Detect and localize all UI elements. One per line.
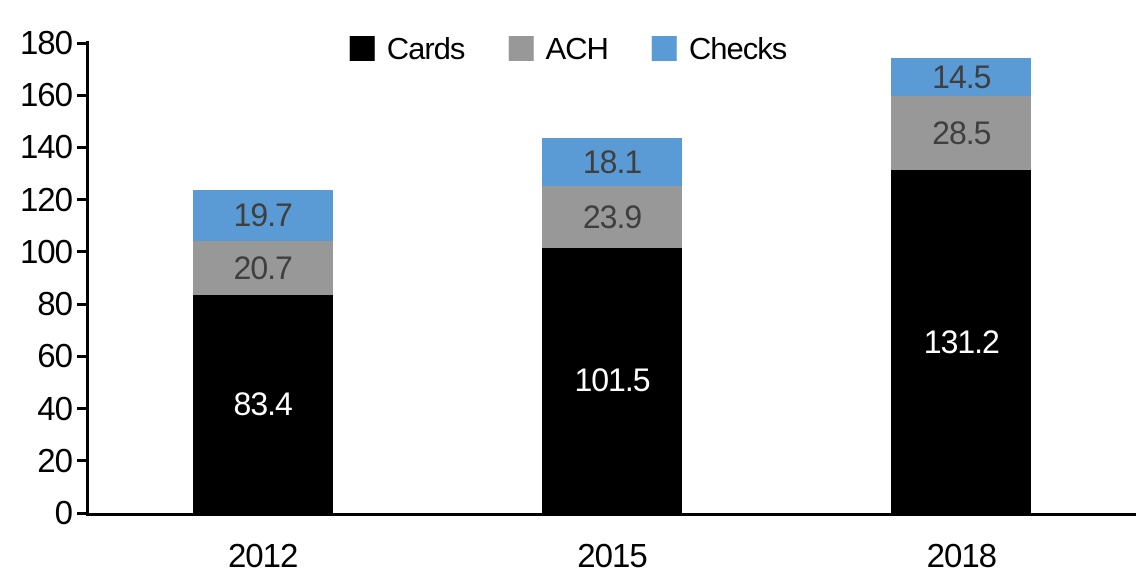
bar-value-label: 14.5 <box>932 59 991 96</box>
y-tick-label: 140 <box>19 128 73 166</box>
x-tick-label: 2015 <box>577 537 647 574</box>
bar-stack-2012: 83.4 20.7 19.7 <box>192 189 333 513</box>
bar-segment-cards-2015: 101.5 <box>541 247 682 513</box>
bar-stack-2015: 101.5 23.9 18.1 <box>541 138 682 513</box>
legend-swatch-checks <box>651 36 677 61</box>
y-axis-line <box>86 41 89 516</box>
legend-label-cards: Cards <box>386 31 466 66</box>
bar-segment-checks-2012: 19.7 <box>192 189 333 242</box>
y-tick-label: 160 <box>19 76 73 114</box>
bar-value-label: 28.5 <box>932 115 991 152</box>
y-tick-label: 60 <box>37 337 73 375</box>
bar-value-label: 131.2 <box>923 323 1000 360</box>
y-tick-mark <box>77 145 87 149</box>
bar-slot-2018: 131.2 28.5 14.5 2018 <box>787 43 1136 574</box>
bar-slot-2012: 83.4 20.7 19.7 2012 <box>88 43 437 574</box>
y-tick-mark <box>77 511 87 515</box>
x-tick-label: 2018 <box>926 537 997 574</box>
bar-value-label: 83.4 <box>233 386 293 423</box>
bar-segment-checks-2015: 18.1 <box>541 138 682 186</box>
bar-stack-2018: 131.2 28.5 14.5 <box>891 58 1032 513</box>
y-tick-mark <box>77 198 87 202</box>
x-axis-line <box>88 513 1136 516</box>
bar-segment-cards-2012: 83.4 <box>192 295 333 513</box>
legend-item-cards: Cards <box>349 31 466 66</box>
y-tick-mark <box>77 93 87 97</box>
bar-segment-ach-2012: 20.7 <box>192 241 333 296</box>
y-tick-mark <box>77 354 87 358</box>
legend-swatch-ach <box>508 36 534 61</box>
y-tick-mark <box>77 459 87 463</box>
y-tick-label: 20 <box>37 441 73 479</box>
y-tick-label: 180 <box>19 24 73 61</box>
legend-item-checks: Checks <box>651 31 787 66</box>
legend-item-ach: ACH <box>508 31 609 66</box>
bar-slot-2015: 101.5 23.9 18.1 2015 <box>437 43 786 574</box>
bar-segment-ach-2018: 28.5 <box>891 96 1032 171</box>
bar-segment-cards-2018: 131.2 <box>891 170 1032 513</box>
bar-value-label: 19.7 <box>233 197 293 234</box>
y-tick-mark <box>77 41 87 45</box>
y-tick-mark <box>77 407 87 411</box>
bar-value-label: 101.5 <box>574 362 650 399</box>
bar-value-label: 20.7 <box>233 250 293 287</box>
y-tick-label: 40 <box>37 389 73 427</box>
y-axis-ticks <box>77 41 87 515</box>
legend-swatch-cards <box>349 36 375 61</box>
bar-segment-checks-2018: 14.5 <box>891 58 1032 97</box>
y-tick-label: 0 <box>54 494 73 531</box>
bar-value-label: 18.1 <box>582 143 642 180</box>
legend: Cards ACH Checks <box>349 31 787 66</box>
y-tick-label: 80 <box>37 285 73 323</box>
x-tick-label: 2012 <box>227 537 298 574</box>
legend-label-ach: ACH <box>545 31 608 66</box>
y-tick-label: 100 <box>19 232 73 270</box>
y-tick-label: 120 <box>19 180 73 218</box>
legend-label-checks: Checks <box>688 31 787 66</box>
y-axis-labels: 0 20 40 60 80 100 120 140 160 180 <box>0 24 73 531</box>
y-tick-mark <box>77 302 87 306</box>
plot-area: 83.4 20.7 19.7 2012 101.5 23.9 18.1 2015 131.2 28… <box>88 43 1136 574</box>
bar-segment-ach-2015: 23.9 <box>541 185 682 248</box>
bar-value-label: 23.9 <box>582 198 642 235</box>
y-tick-mark <box>77 250 87 254</box>
